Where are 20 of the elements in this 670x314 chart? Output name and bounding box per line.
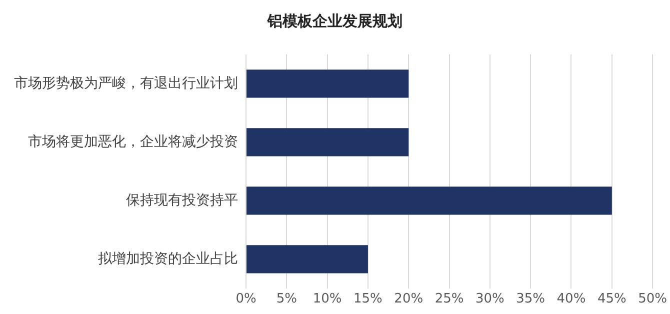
x-tick-label: 20% [394, 292, 424, 307]
y-tick-label: 保持现有投资持平 [126, 192, 238, 208]
x-tick-label: 40% [556, 292, 586, 307]
bar [246, 128, 409, 156]
x-tick-label: 30% [475, 292, 504, 307]
x-tick-label: 0% [236, 292, 256, 307]
bar [246, 245, 368, 274]
bar [246, 186, 612, 215]
x-tick-label: 25% [434, 292, 464, 307]
chart-title: 铝模板企业发展规划 [266, 11, 404, 32]
y-tick-label: 市场形势极为严峻，有退出行业计划 [14, 75, 238, 92]
bar [246, 70, 409, 98]
x-tick-label: 10% [312, 292, 342, 307]
y-tick-label: 市场将更加恶化，企业将减少投资 [28, 134, 238, 150]
x-tick-label: 15% [354, 292, 382, 307]
x-tick-label: 5% [276, 292, 297, 307]
y-tick-label: 拟增加投资的企业占比 [98, 250, 238, 267]
x-tick-label: 50% [638, 292, 668, 307]
x-tick-label: 45% [597, 292, 626, 307]
x-tick-label: 35% [516, 292, 546, 307]
